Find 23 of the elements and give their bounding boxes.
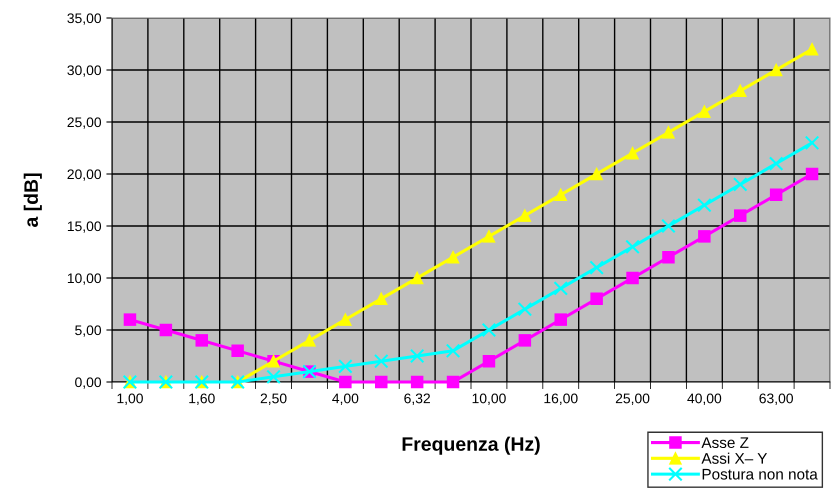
x-tick-label: 1,00	[117, 393, 143, 405]
y-tick-label: 10,00	[68, 273, 102, 285]
y-axis-title: a [dB]	[24, 174, 42, 227]
x-tick-label: 25,00	[616, 393, 650, 405]
y-tick-label: 35,00	[67, 13, 102, 25]
x-tick-label: 4,00	[332, 393, 358, 405]
x-tick-label: 1,60	[189, 393, 215, 405]
legend-label: Asse Z	[701, 437, 748, 448]
legend-label: Postura non nota	[702, 468, 818, 480]
y-tick-label: 5,00	[75, 325, 102, 337]
x-tick-label: 2,50	[260, 393, 287, 405]
y-tick-label: 20,00	[68, 169, 102, 181]
y-tick-label: 25,00	[68, 117, 102, 129]
x-tick-label: 40,00	[687, 393, 722, 405]
x-tick-label: 16,00	[544, 393, 578, 405]
x-tick-label: 6,32	[404, 393, 430, 405]
y-tick-label: 0,00	[75, 377, 102, 389]
x-tick-label: 63,00	[759, 393, 793, 405]
y-tick-label: 15,00	[68, 221, 102, 233]
x-axis-title: Frequenza (Hz)	[402, 436, 540, 455]
y-tick-label: 30,00	[67, 65, 102, 77]
x-tick-label: 10,00	[472, 393, 506, 405]
legend-label: Assi X– Y	[701, 452, 768, 464]
